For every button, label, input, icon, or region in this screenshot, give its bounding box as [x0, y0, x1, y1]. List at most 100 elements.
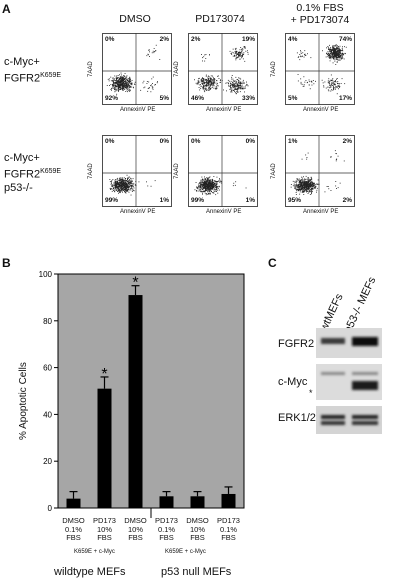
quadrant-label-bottom-left: 46% [191, 95, 205, 102]
flow-plot-frame [188, 33, 258, 105]
band-label-fgfr2: FGFR2 [278, 338, 315, 350]
flow-events [296, 44, 347, 95]
flow-y-axis-label: 7AAD [174, 163, 180, 179]
category-label-line: FBS [190, 533, 205, 542]
flow-plot-frame [285, 33, 355, 105]
bar-2 [97, 388, 112, 508]
category-label-line: PD173 [155, 516, 178, 525]
quadrant-label-top-right: 19% [241, 36, 255, 43]
y-tick-label: 40 [43, 410, 52, 419]
row-label-2-line1: c-Myc+ [4, 152, 40, 164]
category-label-3: DMSO 10% FBS [119, 516, 153, 543]
genotype-label-right: K659E + c-Myc [165, 549, 206, 555]
y-tick-label: 100 [39, 270, 53, 279]
category-label-line: PD173 [217, 516, 240, 525]
quadrant-label-bottom-left: 99% [105, 197, 119, 204]
flow-events [106, 44, 161, 95]
quadrant-label-top-left: 1% [288, 138, 298, 145]
category-label-2: PD173 10% FBS [88, 516, 122, 543]
flow-plot-canvas [188, 33, 258, 105]
flow-y-axis-label: 7AAD [174, 61, 180, 77]
flow-events [109, 174, 156, 196]
category-label-line: PD173 [93, 516, 116, 525]
band-erk-p53-1 [352, 415, 378, 419]
quadrant-label-top-right: 74% [338, 36, 352, 43]
flow-plot-canvas [102, 135, 172, 207]
quadrant-label-top-left: 0% [191, 138, 201, 145]
quadrant-label-bottom-right: 5% [159, 95, 169, 102]
quadrant-label-top-left: 4% [288, 36, 298, 43]
panel-c-letter: C [268, 256, 277, 270]
quadrant-label-bottom-left: 95% [288, 197, 302, 204]
flow-x-axis-label: AnnexinV PE [206, 209, 242, 215]
blot-strip-erk [316, 406, 382, 434]
quadrant-label-top-right: 2% [159, 36, 169, 43]
quadrant-label-bottom-right: 33% [241, 95, 255, 102]
flow-x-axis-label: AnnexinV PE [206, 107, 242, 113]
flow-y-axis-label: 7AAD [271, 163, 277, 179]
column-header-fbs-line1: 0.1% FBS [296, 2, 344, 14]
row-label-2: c-Myc+ FGFR2K659E p53-/- [4, 152, 61, 195]
significance-star: * [132, 275, 138, 292]
flow-plot-frame [102, 33, 172, 105]
row-label-2-line3: p53-/- [4, 181, 33, 194]
flow-plot-canvas [285, 33, 355, 105]
significance-star: * [101, 366, 107, 383]
flow-y-axis-label: 7AAD [88, 61, 94, 77]
flow-plot-canvas [188, 135, 258, 207]
quadrant-label-top-left: 0% [105, 138, 115, 145]
quadrant-label-bottom-right: 17% [338, 95, 352, 102]
category-label-line: 10% [189, 524, 205, 534]
band-erk-p53-2 [352, 421, 378, 425]
bar-4 [159, 496, 174, 508]
quadrant-label-bottom-right: 1% [159, 197, 169, 204]
plot-area [57, 273, 245, 509]
quadrant-label-top-right: 0% [245, 138, 255, 145]
category-label-line: FBS [221, 533, 236, 542]
category-label-line: DMSO [186, 516, 209, 525]
band-cmyc-upper-wt [321, 372, 345, 375]
band-cmyc-p53 [352, 381, 378, 390]
group-label-wildtype: wildtype MEFs [54, 566, 126, 578]
flow-x-axis-label: AnnexinV PE [120, 209, 156, 215]
lane-label-p53: p53-/- MEFs [342, 275, 379, 336]
row-label-2-sup: K659E [40, 168, 62, 175]
flow-events [194, 176, 247, 196]
flow-events [290, 150, 345, 195]
western-blot [316, 328, 382, 434]
y-axis-label: % Apoptotic Cells [18, 362, 29, 440]
bar-5 [190, 496, 205, 508]
flow-y-axis-label: 7AAD [88, 163, 94, 179]
flow-plot-frame [188, 135, 258, 207]
category-label-line: 0.1% [219, 524, 238, 534]
band-erk-wt-1 [321, 415, 345, 419]
column-header-pd173074: PD173074 [195, 13, 245, 25]
category-label-line: FBS [97, 533, 112, 542]
column-header-fbs-line2: + PD173074 [290, 14, 350, 26]
quadrant-label-bottom-left: 92% [105, 95, 119, 102]
category-label-line: 10% [96, 524, 112, 534]
row-label-1: c-Myc+ FGFR2K659E [4, 56, 61, 86]
category-label-line: 0.1% [157, 524, 176, 534]
bar-1 [66, 498, 81, 508]
y-tick-label: 20 [43, 457, 52, 466]
category-label-line: DMSO [62, 516, 85, 525]
category-label-1: DMSO 0.1% FBS [57, 516, 91, 543]
band-cmyc-upper-p53 [352, 372, 378, 375]
flow-plot-frame [285, 135, 355, 207]
category-label-4: PD173 0.1% FBS [150, 516, 184, 543]
flow-plot-6: 1% 2% 95% 2% 7AAD AnnexinV PE [271, 135, 355, 215]
flow-x-axis-label: AnnexinV PE [303, 209, 339, 215]
category-label-line: 0.1% [64, 524, 83, 534]
band-erk-wt-2 [321, 421, 345, 425]
lane-label-wt: wtMEFs [318, 291, 346, 334]
bar-3 [128, 295, 143, 508]
bar-chart: 0 20 40 60 80 100 * * [39, 270, 245, 518]
bar-6 [221, 493, 236, 508]
quadrant-label-bottom-right: 2% [342, 197, 352, 204]
nonspecific-band-mark: * [309, 388, 313, 398]
band-label-cmyc: c-Myc [278, 376, 308, 388]
quadrant-label-bottom-left: 99% [191, 197, 205, 204]
y-tick-label: 60 [43, 364, 52, 373]
row-label-1-line1: c-Myc+ [4, 56, 40, 68]
